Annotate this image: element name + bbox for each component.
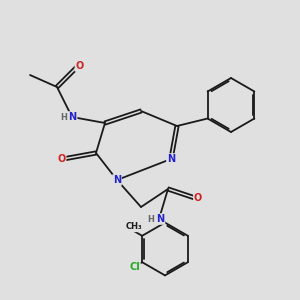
- Text: N: N: [68, 112, 77, 122]
- Text: N: N: [167, 154, 175, 164]
- Text: N: N: [156, 214, 165, 224]
- Text: O: O: [194, 193, 202, 203]
- Text: H: H: [60, 112, 67, 122]
- Text: CH₃: CH₃: [125, 223, 142, 232]
- Text: H: H: [148, 214, 154, 224]
- Text: O: O: [75, 61, 84, 71]
- Text: Cl: Cl: [129, 262, 140, 272]
- Text: O: O: [57, 154, 66, 164]
- Text: N: N: [113, 175, 121, 185]
